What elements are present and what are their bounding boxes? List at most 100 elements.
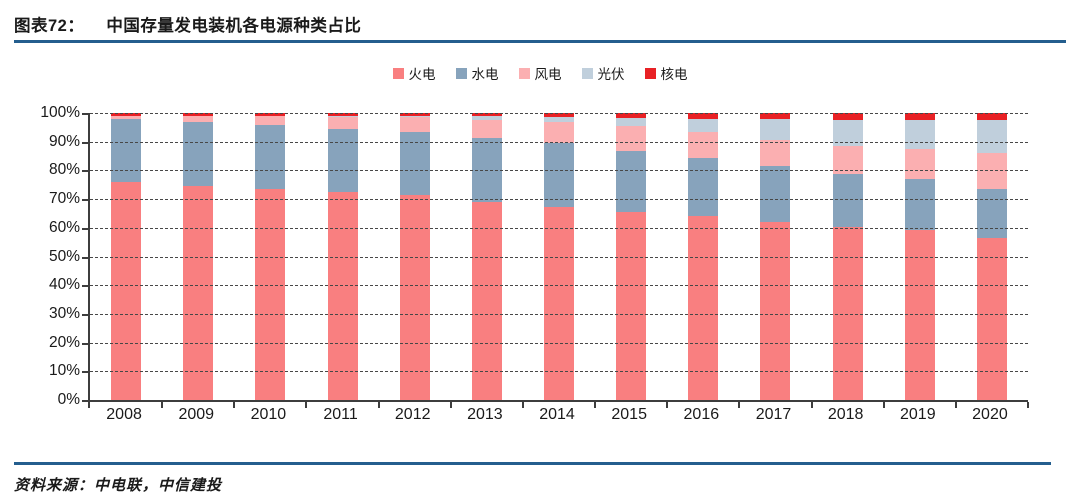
bar-segment-hydro-2009 [183,121,214,187]
bar-segment-wind-2015 [616,126,647,151]
bar-segment-solar-2012 [399,116,430,118]
y-tick-30 [82,313,90,316]
y-tick-90 [82,141,90,144]
bar-segment-solar-2018 [832,119,863,147]
x-axis-label-2019: 2019 [900,406,936,423]
y-tick-10 [82,371,90,374]
x-axis-label-2016: 2016 [683,406,720,423]
bar-segment-hydro-2020 [976,189,1007,238]
x-tick-2012 [449,402,452,408]
y-axis-label-40: 40% [48,276,80,294]
source-note: 资料来源：中电联，中信建投 [14,478,223,494]
x-tick-2020 [1027,402,1029,408]
bar-segment-nuclear-2011 [327,113,358,117]
x-tick-2015 [666,402,669,408]
bar-segment-solar-2017 [760,118,791,140]
legend-item-thermal: 火电 [392,63,436,83]
bar-segment-nuclear-2013 [471,113,502,117]
bar-segment-thermal-2009 [183,186,214,400]
bar-2019 [904,113,935,400]
y-axis-label-100: 100% [40,104,80,121]
bar-segment-wind-2009 [183,115,214,122]
bar-2015 [616,113,647,400]
bar-segment-wind-2010 [255,116,286,126]
legend-swatch-solar [581,67,593,79]
bar-2017 [760,113,791,400]
y-tick-70 [82,199,90,202]
bar-segment-nuclear-2010 [255,113,286,117]
bar-segment-nuclear-2018 [832,113,863,120]
y-tick-0 [82,400,90,402]
bar-2010 [255,113,286,400]
bar-segment-solar-2014 [544,117,574,123]
bar-2018 [832,113,863,400]
x-tick-2011 [377,402,380,408]
bar-segment-thermal-2019 [904,229,935,400]
bar-segment-thermal-2008 [111,181,142,400]
bar-segment-hydro-2008 [111,119,142,182]
bar-segment-solar-2011 [327,116,358,118]
bar-segment-wind-2019 [904,149,935,180]
bar-segment-thermal-2010 [255,189,286,400]
bar-segment-hydro-2010 [255,125,286,190]
legend-swatch-nuclear [644,67,656,79]
x-axis-label-2012: 2012 [394,406,431,423]
bar-segment-thermal-2017 [760,221,791,400]
legend-item-nuclear: 核电 [644,63,688,83]
x-tick-origin [88,402,90,408]
bar-segment-hydro-2016 [688,158,719,217]
legend-label-wind: 风电 [534,67,562,82]
bar-segment-wind-2016 [688,132,719,159]
bar-segment-wind-2008 [111,116,142,120]
bar-2013 [471,113,502,400]
x-axis-label-2020: 2020 [972,406,1008,423]
x-tick-2009 [233,402,236,408]
y-axis-label-60: 60% [48,218,80,236]
x-tick-2014 [594,402,597,408]
x-tick-2018 [882,402,885,408]
x-axis-label-2011: 2011 [323,406,358,423]
bar-2011 [327,113,358,400]
x-axis-label-2017: 2017 [755,406,792,423]
bar-segment-thermal-2012 [399,194,430,400]
bar-segment-wind-2011 [327,117,358,130]
bar-segment-solar-2013 [471,116,502,121]
y-axis-label-30: 30% [48,304,80,322]
x-axis-label-2009: 2009 [178,406,215,423]
bar-segment-hydro-2012 [399,132,430,195]
bar-segment-nuclear-2019 [904,113,935,120]
legend-label-solar: 光伏 [597,67,625,82]
y-tick-100 [82,113,90,115]
bar-segment-nuclear-2009 [183,113,214,116]
footer-divider-line [14,462,1051,465]
bar-2014 [544,113,574,400]
x-tick-2013 [521,402,524,408]
bar-segment-solar-2019 [904,119,935,150]
x-axis-label-2010: 2010 [250,406,287,423]
legend-label-hydro: 水电 [471,67,499,82]
bar-segment-thermal-2018 [832,227,863,400]
x-tick-2016 [738,402,741,408]
x-tick-2017 [810,402,813,408]
legend-label-thermal: 火电 [408,67,436,82]
bar-segment-wind-2013 [471,120,502,138]
x-tick-2008 [161,402,164,408]
bar-segment-hydro-2017 [760,166,791,222]
bar-segment-wind-2017 [760,139,791,167]
x-axis-labels: 2008 2009 2010 2011 2012 2013 2014 2015 2016 2017… [88,406,1026,424]
header-divider-line [14,40,1066,43]
y-axis-label-90: 90% [48,132,80,150]
bar-segment-wind-2020 [976,152,1007,190]
y-axis-label-10: 10% [48,362,80,380]
bar-segment-nuclear-2020 [976,113,1007,120]
legend-item-wind: 风电 [518,63,562,83]
bar-segment-wind-2014 [544,122,574,143]
x-axis-label-2015: 2015 [611,406,647,423]
bar-segment-nuclear-2014 [544,113,574,118]
bar-segment-thermal-2013 [471,202,502,400]
bar-segment-hydro-2014 [544,142,574,207]
bar-segment-thermal-2011 [327,192,358,400]
bar-segment-wind-2012 [399,117,430,133]
bar-segment-solar-2016 [688,118,719,133]
